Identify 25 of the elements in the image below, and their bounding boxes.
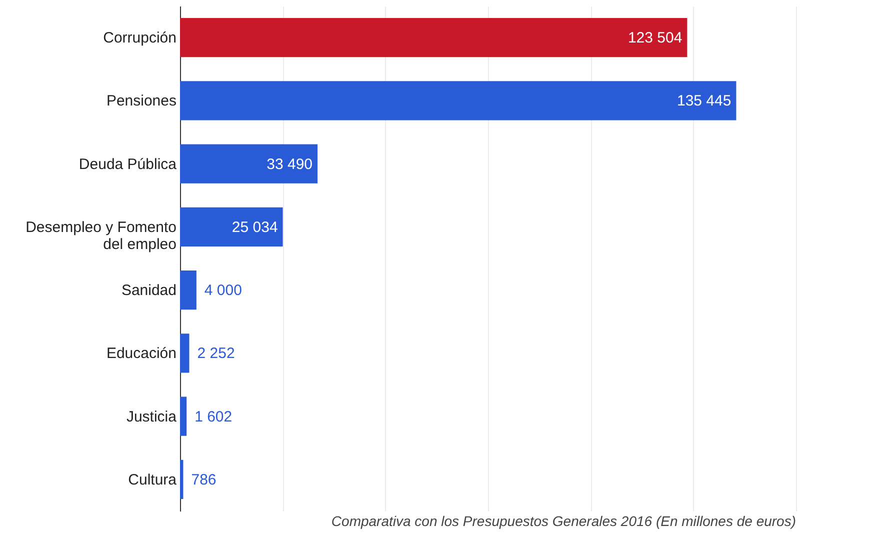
- data-label: 786: [191, 471, 216, 488]
- data-label: 33 490: [266, 156, 313, 173]
- bar: [180, 334, 190, 373]
- bar: [180, 144, 318, 184]
- bar: [180, 18, 688, 58]
- data-label: 1 602: [194, 408, 232, 426]
- y-tick-label: Desempleo y Fomento del empleo: [26, 218, 176, 253]
- y-tick-label: Sanidad: [121, 282, 176, 300]
- bar: [180, 460, 184, 500]
- y-tick-label: Justicia: [126, 408, 178, 426]
- y-tick-label: Pensiones: [106, 92, 176, 110]
- y-tick-label: Educación: [106, 345, 176, 362]
- data-label: 123 504: [628, 30, 682, 47]
- y-tick-label: Deuda Pública: [78, 156, 178, 173]
- data-label: 2 252: [197, 345, 235, 362]
- bar: [180, 81, 736, 120]
- text: Comparativa con los Presupuestos Generales 2016 (En millones de euros): [331, 513, 796, 529]
- data-label: 25 034: [232, 218, 278, 236]
- bar: [180, 207, 283, 247]
- bar: [180, 396, 187, 436]
- y-tick-label: Cultura: [128, 471, 178, 488]
- y-tick-label: Corrupción: [103, 30, 176, 47]
- data-label: 135 445: [676, 92, 732, 110]
- bar: [180, 270, 196, 310]
- data-label: 4 000: [204, 282, 242, 300]
